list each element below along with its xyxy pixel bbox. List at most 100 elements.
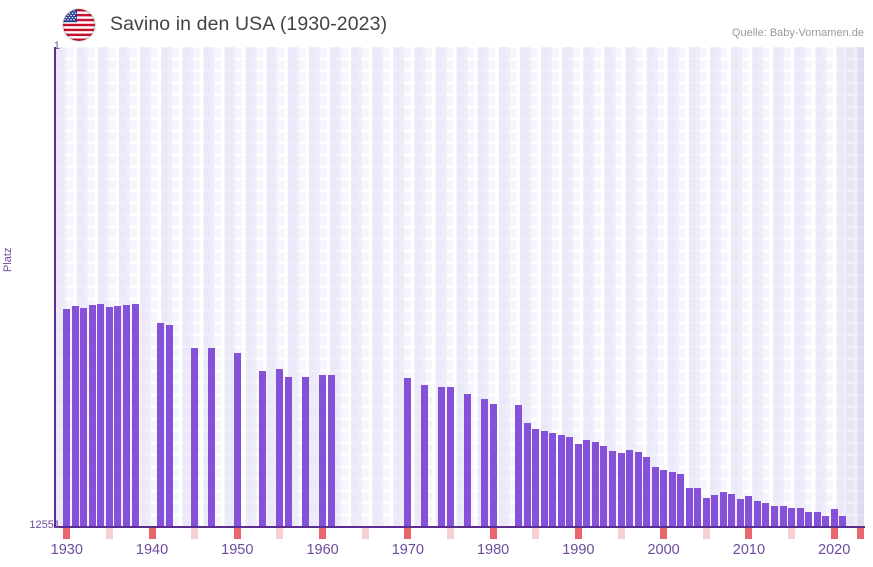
bar-1974[interactable] [438, 387, 446, 527]
bar-1934[interactable] [97, 304, 105, 527]
x-axis-line [54, 526, 865, 528]
bar-1989[interactable] [566, 437, 574, 527]
y-axis-label-top: 1 [53, 40, 60, 52]
x-tick-mark-1980 [489, 528, 497, 539]
x-minor-tick-mark-2015 [788, 528, 796, 539]
bar-1986[interactable] [540, 431, 548, 527]
chart-source-attribution: Quelle: Baby-Vornamen.de [731, 27, 864, 39]
bar-2007[interactable] [719, 492, 727, 527]
chart-title: Savino in den USA (1930-2023) [110, 13, 388, 35]
y-axis-line [54, 47, 56, 528]
x-minor-tick-mark-1975 [446, 528, 454, 539]
bar-1935[interactable] [105, 307, 113, 527]
bar-1977[interactable] [464, 394, 472, 527]
bar-1931[interactable] [71, 306, 79, 527]
bar-1932[interactable] [80, 308, 88, 527]
bar-1994[interactable] [608, 451, 616, 527]
bar-1930[interactable] [63, 309, 71, 527]
bar-1933[interactable] [88, 305, 96, 527]
chart-plot-area [54, 47, 864, 527]
x-minor-tick-mark-1985 [532, 528, 540, 539]
bar-1979[interactable] [481, 399, 489, 527]
bar-2001[interactable] [668, 472, 676, 527]
x-tick-mark-1960 [319, 528, 327, 539]
bar-1991[interactable] [583, 440, 591, 527]
bar-1985[interactable] [532, 429, 540, 527]
x-tick-label-1930: 1930 [50, 542, 83, 558]
y-axis-title: Platz [2, 247, 14, 272]
x-tick-mark-1940 [148, 528, 156, 539]
bar-1992[interactable] [591, 442, 599, 527]
bar-2009[interactable] [736, 499, 744, 527]
bar-1937[interactable] [122, 305, 130, 527]
bar-1997[interactable] [634, 452, 642, 527]
bar-1941[interactable] [157, 323, 165, 527]
bar-2006[interactable] [711, 495, 719, 527]
bar-2019[interactable] [822, 516, 830, 527]
bar-1950[interactable] [233, 353, 241, 527]
bar-1996[interactable] [626, 450, 634, 527]
x-tick-mark-1990 [574, 528, 582, 539]
bar-1947[interactable] [208, 348, 216, 527]
bar-1958[interactable] [302, 377, 310, 527]
grid-column-bands [54, 47, 864, 527]
bar-1984[interactable] [523, 423, 531, 527]
chart-header: Savino in den USA (1930-2023) Quelle: Ba… [0, 0, 873, 46]
bar-2000[interactable] [660, 470, 668, 527]
x-tick-label-2010: 2010 [732, 542, 766, 558]
x-tick-label-1950: 1950 [221, 542, 254, 558]
bar-2011[interactable] [753, 501, 761, 527]
y-axis-label-bottom: 12551 [29, 519, 60, 531]
bar-1970[interactable] [404, 378, 412, 527]
x-minor-tick-mark-1995 [617, 528, 625, 539]
bar-2021[interactable] [839, 516, 847, 527]
bar-1988[interactable] [557, 435, 565, 527]
x-tick-label-1980: 1980 [476, 542, 510, 558]
bar-2018[interactable] [813, 512, 821, 527]
bar-2004[interactable] [694, 488, 702, 527]
bar-1972[interactable] [421, 385, 429, 527]
bar-2012[interactable] [762, 503, 770, 527]
bar-2002[interactable] [677, 474, 685, 527]
bar-2013[interactable] [770, 506, 778, 527]
x-tick-mark-2010 [745, 528, 753, 539]
bar-2003[interactable] [685, 488, 693, 527]
bar-2020[interactable] [830, 509, 838, 527]
bar-1956[interactable] [284, 377, 292, 527]
x-tick-mark-end [857, 528, 864, 539]
x-tick-label-1990: 1990 [562, 542, 595, 558]
bar-1955[interactable] [276, 369, 284, 527]
bar-2005[interactable] [702, 498, 710, 527]
x-tick-label-2020: 2020 [818, 542, 851, 558]
bar-1980[interactable] [489, 404, 497, 527]
x-tick-mark-1930 [63, 528, 71, 539]
x-tick-label-2000: 2000 [647, 542, 680, 558]
bar-2015[interactable] [788, 508, 796, 527]
bar-2008[interactable] [728, 494, 736, 527]
bar-1975[interactable] [446, 387, 454, 527]
bar-2014[interactable] [779, 506, 787, 527]
bar-2017[interactable] [805, 512, 813, 527]
bar-1942[interactable] [165, 325, 173, 527]
x-tick-label-1940: 1940 [135, 542, 169, 558]
bar-1953[interactable] [259, 371, 267, 527]
bar-1961[interactable] [327, 375, 335, 527]
bar-1938[interactable] [131, 304, 139, 527]
bar-1960[interactable] [319, 375, 327, 527]
x-tick-mark-1970 [404, 528, 412, 539]
bar-1936[interactable] [114, 306, 122, 527]
bar-1983[interactable] [515, 405, 523, 527]
bar-2010[interactable] [745, 496, 753, 527]
bar-1995[interactable] [617, 453, 625, 527]
x-tick-mark-1950 [233, 528, 241, 539]
x-minor-tick-mark-1955 [276, 528, 284, 539]
us-flag-icon [63, 9, 95, 41]
bar-2016[interactable] [796, 508, 804, 527]
bar-1945[interactable] [191, 348, 199, 527]
bar-1998[interactable] [643, 457, 651, 527]
bar-1993[interactable] [600, 446, 608, 527]
x-minor-tick-mark-2005 [702, 528, 710, 539]
bar-1990[interactable] [574, 444, 582, 527]
bar-1987[interactable] [549, 433, 557, 527]
bar-1999[interactable] [651, 467, 659, 527]
